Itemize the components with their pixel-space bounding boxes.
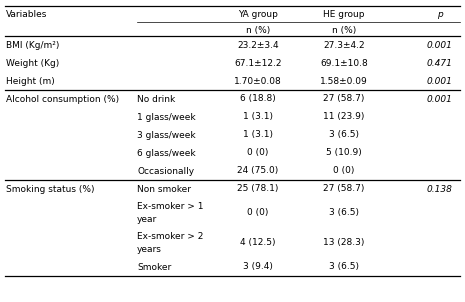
Text: 27.3±4.2: 27.3±4.2 (323, 40, 365, 50)
Text: 1 glass/week: 1 glass/week (137, 113, 196, 121)
Text: 0 (0): 0 (0) (247, 149, 269, 158)
Text: HE group: HE group (323, 10, 365, 19)
Text: Occasionally: Occasionally (137, 166, 194, 175)
Text: YA group: YA group (238, 10, 278, 19)
Text: Height (m): Height (m) (6, 76, 54, 85)
Text: 1.58±0.09: 1.58±0.09 (320, 76, 368, 85)
Text: 6 (18.8): 6 (18.8) (240, 95, 276, 104)
Text: Weight (Kg): Weight (Kg) (6, 59, 59, 68)
Text: BMI (Kg/m²): BMI (Kg/m²) (6, 40, 59, 50)
Text: 0.138: 0.138 (426, 185, 452, 194)
Text: Smoker: Smoker (137, 262, 172, 271)
Text: 3 (6.5): 3 (6.5) (329, 262, 359, 271)
Text: 4 (12.5): 4 (12.5) (240, 239, 276, 248)
Text: 1.70±0.08: 1.70±0.08 (234, 76, 282, 85)
Text: 5 (10.9): 5 (10.9) (326, 149, 362, 158)
Text: Ex-smoker > 2: Ex-smoker > 2 (137, 232, 204, 241)
Text: n (%): n (%) (246, 26, 270, 35)
Text: 27 (58.7): 27 (58.7) (324, 95, 365, 104)
Text: No drink: No drink (137, 95, 175, 104)
Text: p: p (437, 10, 442, 19)
Text: Non smoker: Non smoker (137, 185, 191, 194)
Text: 1 (3.1): 1 (3.1) (243, 113, 273, 121)
Text: 24 (75.0): 24 (75.0) (238, 166, 279, 175)
Text: 23.2±3.4: 23.2±3.4 (237, 40, 279, 50)
Text: 0.471: 0.471 (426, 59, 452, 68)
Text: 11 (23.9): 11 (23.9) (324, 113, 365, 121)
Text: 1 (3.1): 1 (3.1) (243, 130, 273, 140)
Text: 0.001: 0.001 (426, 95, 452, 104)
Text: 27 (58.7): 27 (58.7) (324, 185, 365, 194)
Text: 3 (6.5): 3 (6.5) (329, 208, 359, 217)
Text: n (%): n (%) (332, 26, 356, 35)
Text: year: year (137, 215, 158, 224)
Text: 3 glass/week: 3 glass/week (137, 130, 196, 140)
Text: 3 (6.5): 3 (6.5) (329, 130, 359, 140)
Text: 0.001: 0.001 (426, 40, 452, 50)
Text: Smoking status (%): Smoking status (%) (6, 185, 94, 194)
Text: 6 glass/week: 6 glass/week (137, 149, 196, 158)
Text: Variables: Variables (6, 10, 47, 19)
Text: years: years (137, 245, 162, 254)
Text: Alcohol consumption (%): Alcohol consumption (%) (6, 95, 119, 104)
Text: 0 (0): 0 (0) (247, 208, 269, 217)
Text: 13 (28.3): 13 (28.3) (324, 239, 365, 248)
Text: 0 (0): 0 (0) (333, 166, 355, 175)
Text: 25 (78.1): 25 (78.1) (238, 185, 279, 194)
Text: 3 (9.4): 3 (9.4) (243, 262, 273, 271)
Text: Ex-smoker > 1: Ex-smoker > 1 (137, 202, 204, 211)
Text: 67.1±12.2: 67.1±12.2 (234, 59, 282, 68)
Text: 0.001: 0.001 (426, 76, 452, 85)
Text: 69.1±10.8: 69.1±10.8 (320, 59, 368, 68)
